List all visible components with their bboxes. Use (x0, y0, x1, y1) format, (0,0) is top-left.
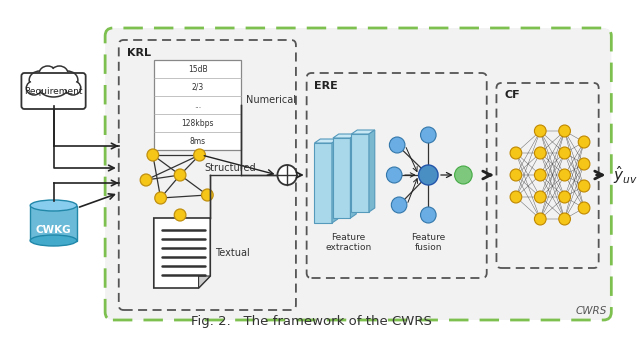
Circle shape (174, 169, 186, 181)
Circle shape (389, 137, 405, 153)
Circle shape (559, 125, 570, 137)
Ellipse shape (65, 81, 81, 95)
Ellipse shape (39, 66, 56, 82)
Text: Numerical: Numerical (246, 95, 296, 105)
Polygon shape (351, 134, 356, 218)
Ellipse shape (38, 75, 69, 97)
Text: 2/3: 2/3 (191, 82, 204, 92)
Ellipse shape (29, 71, 51, 89)
Text: $\hat{y}_{uv}$: $\hat{y}_{uv}$ (613, 164, 638, 186)
Text: Structured: Structured (204, 163, 256, 173)
Circle shape (559, 191, 570, 203)
Text: ...: ... (194, 100, 201, 110)
Ellipse shape (52, 67, 67, 81)
Circle shape (510, 169, 522, 181)
Text: ERE: ERE (314, 81, 338, 91)
Circle shape (578, 158, 590, 170)
Text: 128kbps: 128kbps (181, 119, 214, 127)
Text: Fig. 2.   The framework of the CWRS: Fig. 2. The framework of the CWRS (191, 315, 432, 328)
Ellipse shape (56, 71, 78, 89)
Text: Requirement: Requirement (24, 87, 83, 96)
Text: CWRS: CWRS (576, 306, 607, 316)
Polygon shape (351, 130, 375, 134)
Circle shape (420, 127, 436, 143)
Circle shape (391, 197, 407, 213)
Circle shape (559, 147, 570, 159)
Circle shape (534, 213, 546, 225)
Circle shape (534, 125, 546, 137)
Text: CF: CF (504, 90, 520, 100)
Ellipse shape (30, 200, 77, 211)
Text: Textual: Textual (215, 248, 250, 258)
Ellipse shape (51, 66, 68, 82)
Text: CWKG: CWKG (36, 225, 71, 235)
Polygon shape (351, 134, 369, 212)
Circle shape (277, 165, 297, 185)
Text: Feature
fusion: Feature fusion (411, 233, 445, 252)
Polygon shape (154, 218, 211, 288)
Ellipse shape (30, 235, 77, 246)
Circle shape (578, 136, 590, 148)
Circle shape (147, 149, 159, 161)
Text: 15dB: 15dB (188, 65, 207, 73)
Text: Feature
extraction: Feature extraction (325, 233, 372, 252)
Ellipse shape (58, 72, 76, 88)
Circle shape (420, 207, 436, 223)
Polygon shape (369, 130, 375, 212)
Ellipse shape (28, 82, 41, 94)
Circle shape (559, 169, 570, 181)
Circle shape (510, 191, 522, 203)
Circle shape (202, 189, 213, 201)
Text: KRL: KRL (127, 48, 150, 58)
Text: 8ms: 8ms (189, 137, 205, 145)
FancyBboxPatch shape (154, 60, 241, 150)
Circle shape (155, 192, 166, 204)
Circle shape (387, 167, 402, 183)
Polygon shape (332, 139, 338, 223)
Ellipse shape (31, 72, 49, 88)
Polygon shape (333, 138, 351, 218)
Circle shape (559, 213, 570, 225)
Circle shape (140, 174, 152, 186)
Polygon shape (314, 143, 332, 223)
Ellipse shape (67, 82, 79, 94)
Ellipse shape (40, 77, 67, 95)
Circle shape (454, 166, 472, 184)
Circle shape (174, 209, 186, 221)
Polygon shape (198, 276, 211, 288)
Circle shape (534, 191, 546, 203)
Ellipse shape (40, 67, 55, 81)
Circle shape (419, 165, 438, 185)
Polygon shape (30, 206, 77, 241)
Polygon shape (314, 139, 338, 143)
Circle shape (578, 180, 590, 192)
Circle shape (534, 147, 546, 159)
Polygon shape (333, 134, 356, 138)
Circle shape (194, 149, 205, 161)
Circle shape (578, 202, 590, 214)
FancyBboxPatch shape (105, 28, 611, 320)
Ellipse shape (26, 81, 42, 95)
Circle shape (534, 169, 546, 181)
Circle shape (510, 147, 522, 159)
